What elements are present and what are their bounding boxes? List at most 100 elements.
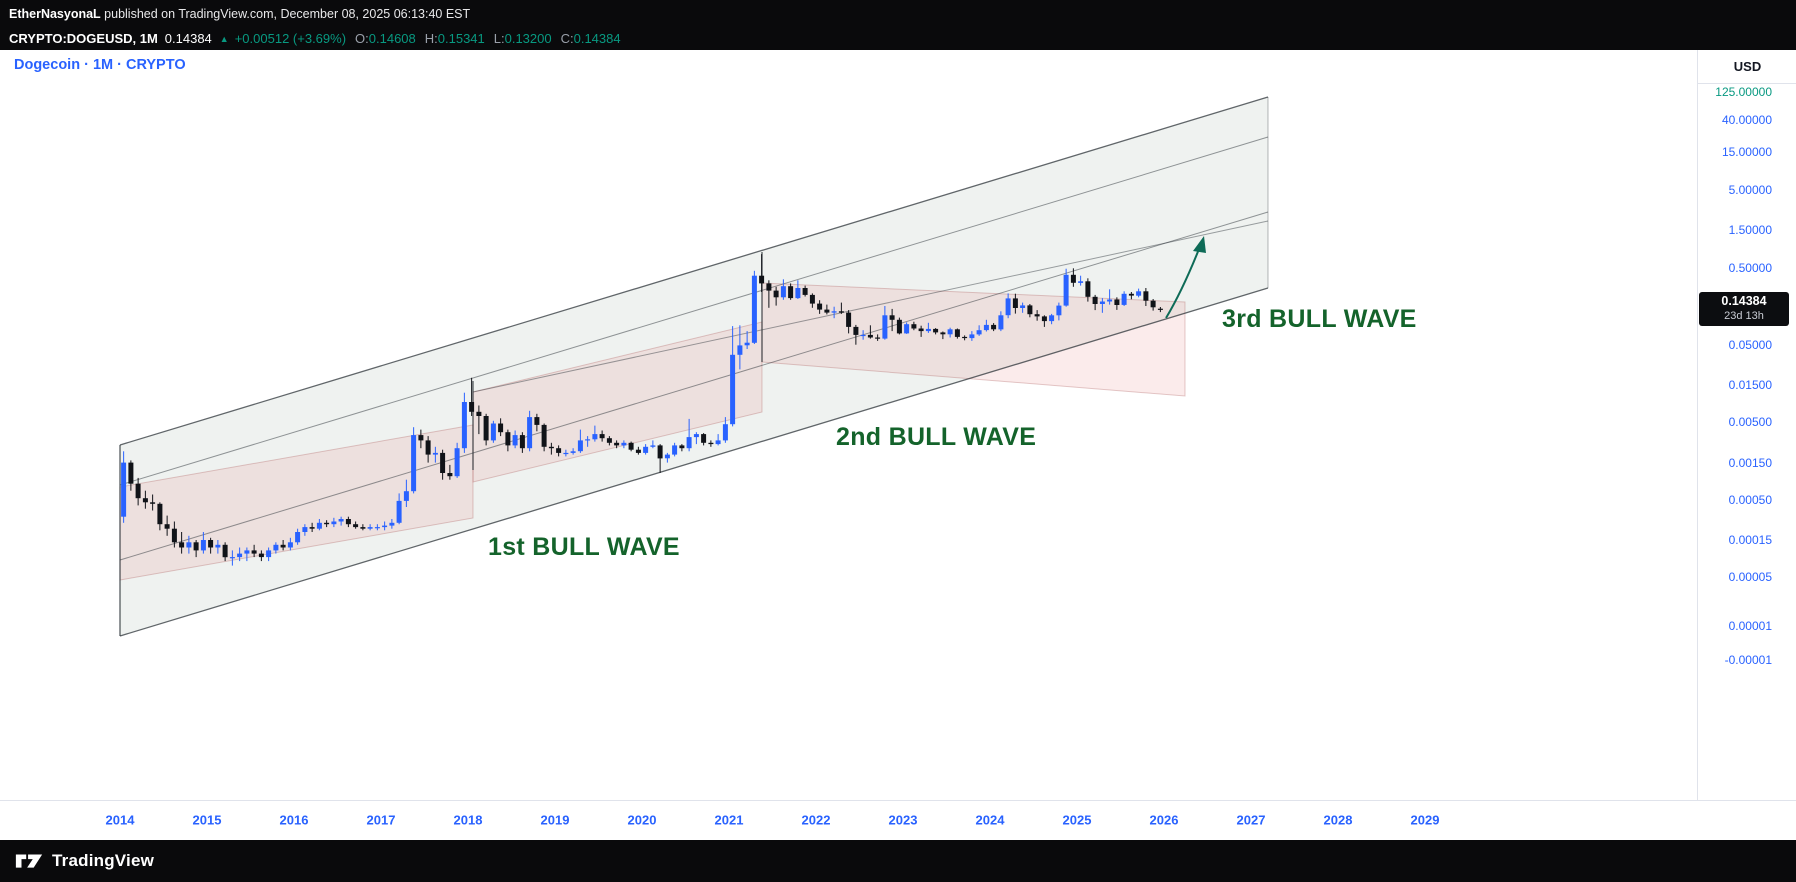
candle[interactable] [1041, 315, 1047, 327]
price-tick[interactable]: 1.50000 [1728, 223, 1772, 237]
candle[interactable] [1027, 304, 1033, 318]
candle[interactable] [331, 517, 337, 528]
candle[interactable] [954, 328, 960, 339]
candle[interactable] [976, 325, 982, 336]
candle[interactable] [498, 418, 504, 437]
candle[interactable] [1107, 289, 1113, 305]
candle[interactable] [345, 516, 351, 528]
year-label[interactable]: 2022 [801, 812, 831, 828]
candle[interactable] [396, 493, 402, 525]
candle[interactable] [237, 547, 243, 562]
candle[interactable] [904, 322, 910, 334]
candle[interactable] [788, 283, 794, 300]
footer-brand[interactable]: TradingView [52, 851, 155, 870]
candle[interactable] [672, 442, 678, 457]
candle[interactable] [258, 550, 264, 562]
price-tick[interactable]: 125.00000 [1715, 85, 1772, 99]
candle[interactable] [222, 542, 228, 562]
candle[interactable] [643, 444, 649, 455]
candle[interactable] [657, 444, 663, 473]
price-tick[interactable]: 15.00000 [1721, 145, 1772, 159]
candle[interactable] [135, 477, 141, 506]
candle[interactable] [200, 532, 206, 554]
candle[interactable] [606, 436, 612, 446]
candle[interactable] [846, 310, 852, 334]
candle[interactable] [947, 327, 953, 338]
candle[interactable] [751, 270, 757, 344]
candle[interactable] [1143, 288, 1149, 306]
candle[interactable] [1070, 268, 1076, 287]
candle[interactable] [599, 430, 605, 442]
candle[interactable] [969, 331, 975, 341]
candle[interactable] [295, 528, 301, 545]
price-tick[interactable]: 0.00050 [1728, 493, 1772, 507]
tradingview-logo[interactable] [14, 850, 44, 872]
channel-line[interactable] [119, 287, 1269, 637]
candle[interactable] [795, 280, 801, 299]
candle[interactable] [483, 413, 489, 446]
year-label[interactable]: 2017 [366, 812, 396, 828]
candle[interactable] [1012, 293, 1018, 314]
candle[interactable] [251, 544, 257, 558]
candle[interactable] [1121, 291, 1127, 306]
year-label[interactable]: 2023 [888, 812, 918, 828]
price-tick[interactable]: 0.00001 [1728, 619, 1772, 633]
candle[interactable] [316, 519, 322, 531]
candle[interactable] [128, 460, 134, 491]
candle[interactable] [157, 502, 163, 531]
candle[interactable] [389, 519, 395, 529]
candle[interactable] [273, 542, 279, 554]
candle[interactable] [519, 432, 525, 453]
candle[interactable] [831, 306, 837, 319]
candle[interactable] [853, 324, 859, 345]
year-label[interactable]: 2025 [1062, 812, 1092, 828]
candle[interactable] [121, 451, 127, 523]
price-tick[interactable]: -0.00001 [1724, 653, 1772, 667]
candle[interactable] [215, 540, 221, 554]
candle[interactable] [208, 537, 214, 554]
candle[interactable] [1005, 293, 1011, 319]
candle[interactable] [541, 423, 547, 452]
candle[interactable] [679, 444, 685, 452]
candle[interactable] [338, 516, 344, 526]
candle[interactable] [925, 322, 931, 333]
candle[interactable] [1150, 299, 1156, 311]
candle[interactable] [1063, 268, 1069, 307]
candle[interactable] [918, 325, 924, 337]
candle[interactable] [527, 410, 533, 452]
year-label[interactable]: 2018 [453, 812, 483, 828]
channel-line[interactable] [119, 136, 1269, 486]
candle[interactable] [440, 449, 446, 480]
candle[interactable] [164, 515, 170, 536]
candle[interactable] [179, 532, 185, 554]
price-tick[interactable]: 0.00015 [1728, 533, 1772, 547]
candle[interactable] [737, 325, 743, 370]
candle[interactable] [773, 286, 779, 306]
candle[interactable] [650, 440, 656, 449]
year-label[interactable]: 2015 [192, 812, 222, 828]
candle[interactable] [802, 285, 808, 297]
price-tick[interactable]: 0.00500 [1728, 415, 1772, 429]
candle[interactable] [1136, 288, 1142, 298]
candle[interactable] [628, 441, 634, 452]
year-label[interactable]: 2024 [975, 812, 1005, 828]
candle[interactable] [150, 494, 156, 511]
candle[interactable] [715, 434, 721, 446]
candle[interactable] [766, 280, 772, 308]
year-label[interactable]: 2027 [1236, 812, 1266, 828]
candle[interactable] [983, 319, 989, 332]
candle[interactable] [889, 308, 895, 332]
candle[interactable] [382, 521, 388, 531]
candle[interactable] [1157, 307, 1163, 313]
candle[interactable] [353, 521, 359, 529]
candle[interactable] [1092, 294, 1098, 311]
candle[interactable] [309, 522, 315, 532]
price-tick[interactable]: 40.00000 [1721, 113, 1772, 127]
candle[interactable] [896, 317, 902, 335]
candle[interactable] [505, 429, 511, 452]
candle[interactable] [730, 326, 736, 427]
candle[interactable] [867, 325, 873, 339]
candle[interactable] [548, 442, 554, 455]
candle[interactable] [570, 448, 576, 455]
